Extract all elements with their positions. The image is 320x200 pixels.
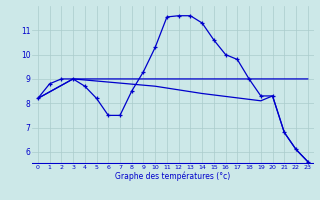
X-axis label: Graphe des températures (°c): Graphe des températures (°c) — [115, 172, 230, 181]
